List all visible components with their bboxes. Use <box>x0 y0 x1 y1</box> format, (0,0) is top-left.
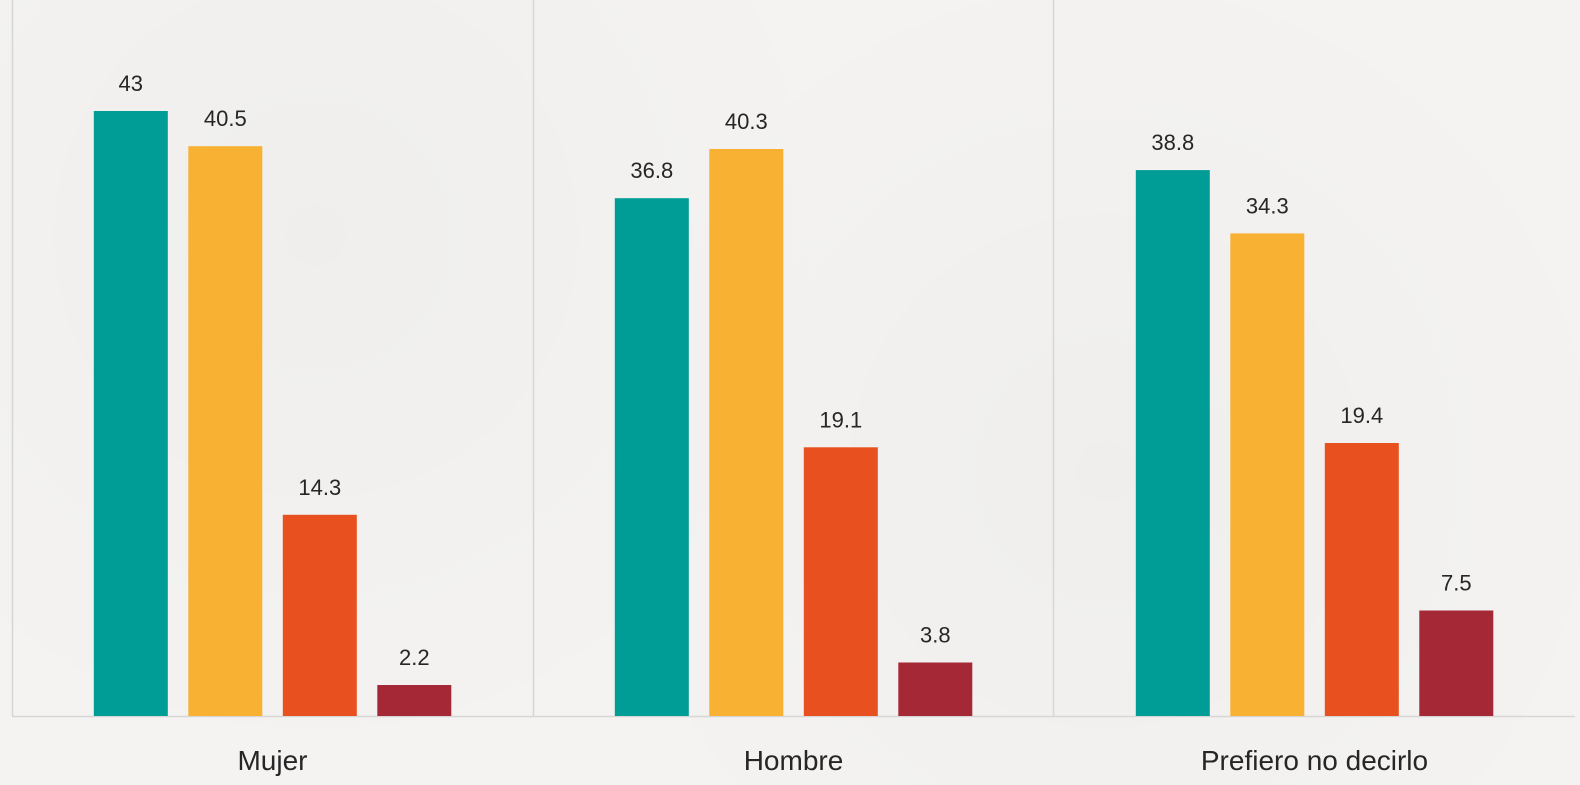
data-label: 38.8 <box>1151 130 1194 155</box>
category-label: Mujer <box>237 745 307 776</box>
data-label: 14.3 <box>298 475 341 500</box>
bar <box>614 198 689 716</box>
data-label: 19.1 <box>819 407 862 432</box>
data-label: 34.3 <box>1246 193 1289 218</box>
bar <box>282 514 357 716</box>
data-label: 3.8 <box>920 623 951 648</box>
data-label: 40.3 <box>725 109 768 134</box>
bar <box>93 111 168 716</box>
bar <box>377 685 452 716</box>
data-label: 2.2 <box>399 645 430 670</box>
category-label: Hombre <box>744 745 844 776</box>
bar <box>1419 610 1494 716</box>
bars-layer <box>93 111 1494 717</box>
bar <box>1324 443 1399 716</box>
bar <box>709 149 784 716</box>
data-label: 36.8 <box>630 158 673 183</box>
bar <box>1135 170 1210 717</box>
labels-layer: 43 40.5 14.3 2.2 Mujer 36.8 40.3 19.1 3.8 Hombre 3… <box>119 71 1472 776</box>
bar <box>188 146 263 716</box>
data-label: 19.4 <box>1340 403 1383 428</box>
bar <box>1230 233 1305 716</box>
bar <box>898 662 973 716</box>
data-label: 43 <box>119 71 143 96</box>
data-label: 7.5 <box>1441 571 1472 596</box>
bar <box>803 447 878 716</box>
category-label: Prefiero no decirlo <box>1201 745 1428 776</box>
data-label: 40.5 <box>204 106 247 131</box>
